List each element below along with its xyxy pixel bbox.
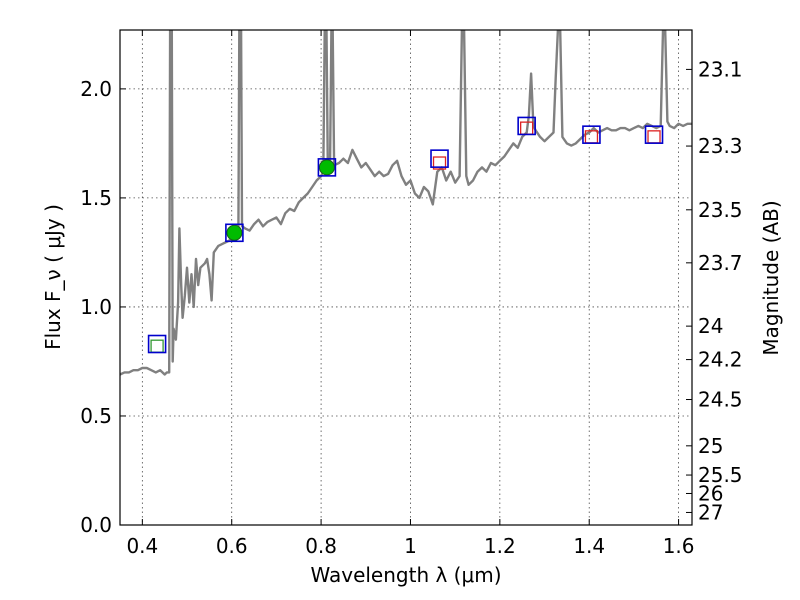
axis-ticks: 0.4 0.6 0.8 1 1.2 1.4 1.6 0.0 0.5 1.0 1.5 2.0 23.1 23… <box>80 30 743 558</box>
x-axis-title: Wavelength λ (μm) <box>310 563 501 587</box>
y2-tick-label: 23.3 <box>698 134 743 158</box>
y2-tick-label: 24.2 <box>698 348 743 372</box>
observed-point <box>150 339 164 353</box>
y-tick-label: 0.5 <box>80 404 112 428</box>
y-axis-title: Flux F_ν ( μJy ) <box>41 204 65 350</box>
x-tick-label: 1 <box>404 534 417 558</box>
spectrum-line <box>120 30 692 376</box>
y2-tick-label: 23.5 <box>698 198 743 222</box>
model-point <box>582 125 601 144</box>
y2-tick-label: 25.5 <box>698 463 743 487</box>
y2-axis-title: Magnitude (AB) <box>759 200 783 355</box>
x-tick-label: 1.2 <box>484 534 516 558</box>
photometry-points <box>147 116 664 354</box>
spectrum-layer <box>120 30 692 376</box>
model-point <box>517 116 536 136</box>
y2-tick-label: 24.5 <box>698 388 743 412</box>
y2-tick-label: 25 <box>698 434 723 458</box>
model-point <box>430 149 449 168</box>
x-tick-label: 0.4 <box>126 534 158 558</box>
x-tick-label: 0.6 <box>216 534 248 558</box>
x-tick-label: 1.4 <box>573 534 605 558</box>
plot-frame <box>119 29 693 526</box>
model-point <box>225 223 244 243</box>
y2-tick-label: 27 <box>698 500 723 524</box>
observed-point <box>318 159 335 176</box>
y-tick-label: 2.0 <box>80 77 112 101</box>
observed-point <box>226 224 243 241</box>
x-tick-label: 1.6 <box>663 534 695 558</box>
y-tick-label: 1.0 <box>80 295 112 319</box>
y2-tick-label: 23.1 <box>698 57 743 81</box>
y-tick-label: 0.0 <box>80 513 112 537</box>
y-tick-label: 1.5 <box>80 186 112 210</box>
model-point <box>147 334 167 354</box>
grid-lines <box>120 30 692 526</box>
y2-tick-label: 23.7 <box>698 251 743 275</box>
observed-point <box>432 156 447 170</box>
model-point <box>644 125 664 144</box>
model-point <box>317 158 337 177</box>
observed-point <box>647 130 661 144</box>
y2-tick-label: 24 <box>698 314 723 338</box>
x-tick-label: 0.8 <box>305 534 337 558</box>
y2-tick-label: 26 <box>698 481 723 505</box>
